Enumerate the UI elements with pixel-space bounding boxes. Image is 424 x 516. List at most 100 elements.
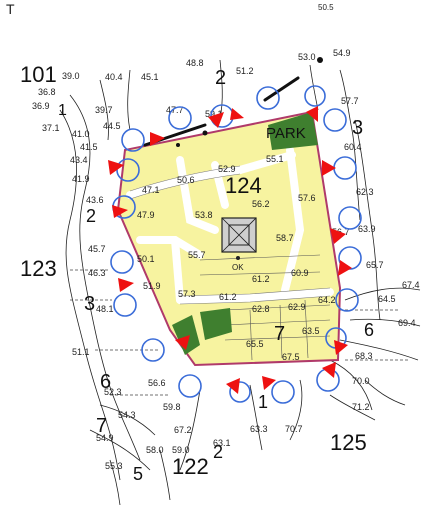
viewpoint-circle[interactable] (304, 85, 326, 107)
elevation-label: 60.9 (291, 268, 309, 278)
zone-label: 2 (86, 206, 96, 226)
elevation-label: 55.3 (105, 461, 123, 471)
arrow-marker (338, 260, 352, 276)
viewpoint-circle[interactable] (121, 128, 145, 152)
elevation-label: 59.8 (163, 402, 181, 412)
elevation-label: 61.2 (252, 274, 270, 284)
arrow-marker (262, 376, 276, 390)
elevation-label: 64.2 (318, 295, 336, 305)
elevation-label: 39.0 (62, 71, 80, 81)
elevation-label: 48.8 (186, 58, 204, 68)
viewpoint-circle[interactable] (271, 380, 295, 404)
zone-label: 101 (20, 62, 57, 87)
elevation-label: 45.7 (88, 244, 106, 254)
zone-label: 6 (364, 320, 374, 340)
arrow-marker (306, 106, 318, 122)
zone-label: 5 (133, 464, 143, 484)
road-outlines (129, 165, 331, 305)
elevation-label: 61.2 (219, 292, 237, 302)
viewpoint-circle[interactable] (335, 288, 359, 312)
viewpoint-circle[interactable] (256, 86, 280, 110)
elevation-label: 56.2 (252, 199, 270, 209)
zone-label: PARK (266, 125, 306, 142)
zone-label: 1 (58, 102, 67, 119)
elevation-label: 39.7 (95, 105, 113, 115)
zone-label: 2 (215, 67, 226, 89)
elevation-label: 58.7 (276, 233, 294, 243)
elevation-label: 43.4 (70, 155, 88, 165)
elevation-label: 41.9 (72, 174, 90, 184)
elevation-label: 51.2 (236, 66, 254, 76)
elevation-label: 65.7 (366, 260, 384, 270)
elevation-labels: 50.5 53.0 54.9 57.7 51.2 48.8 45.1 40.4 … (32, 3, 420, 471)
elevation-label: 59.1 (205, 109, 223, 119)
elevation-label: 48.1 (96, 304, 114, 314)
zone-label: 125 (330, 430, 367, 455)
road-dots (176, 57, 323, 147)
elevation-label: 69.4 (398, 318, 416, 328)
elevation-label: 60.4 (344, 142, 362, 152)
elevation-label: 63.5 (302, 326, 320, 336)
elevation-label: 67.2 (174, 425, 192, 435)
elevation-label: 64.5 (378, 294, 396, 304)
elevation-label: 54.3 (118, 410, 136, 420)
arrow-marker (118, 278, 134, 292)
elevation-label: 62.3 (356, 187, 374, 197)
internal-roads (126, 146, 334, 304)
elevation-label: 63.3 (250, 424, 268, 434)
viewpoint-circle[interactable] (229, 381, 251, 403)
arrow-marker (175, 335, 190, 350)
elevation-label: 51.1 (72, 347, 90, 357)
viewpoint-circle[interactable] (113, 293, 137, 317)
elevation-label: 65.5 (246, 339, 264, 349)
arrow-marker (322, 362, 336, 378)
elevation-label: 57.6 (298, 193, 316, 203)
elevation-label: 52.3 (104, 387, 122, 397)
elevation-label: 56.6 (148, 378, 166, 388)
arrow-marker (150, 132, 165, 146)
arrow-marker (334, 340, 348, 355)
elevation-label: 67.5 (282, 352, 300, 362)
zone-label: 2 (213, 442, 223, 462)
elevation-label: 51.9 (143, 281, 161, 291)
elevation-label: 50.6 (177, 175, 195, 185)
elevation-label: 67.4 (402, 280, 420, 290)
elevation-label: 40.4 (105, 72, 123, 82)
elevation-label: 70.0 (352, 376, 370, 386)
zone-label: 3 (352, 117, 363, 139)
zone-label: 122 (172, 454, 209, 479)
elevation-label: 41.0 (72, 129, 90, 139)
viewpoint-circle[interactable] (141, 338, 165, 362)
viewpoint-circle[interactable] (323, 108, 347, 132)
elevation-label: 47.9 (137, 210, 155, 220)
zone-label: 1 (258, 392, 268, 412)
elevation-label: 41.5 (80, 142, 98, 152)
zone-label: 7 (274, 323, 285, 345)
elevation-label: 45.1 (141, 72, 159, 82)
viewpoint-circle[interactable] (110, 250, 134, 274)
corner-mark: T (6, 1, 15, 17)
viewpoint-circle[interactable] (168, 106, 192, 130)
elevation-label: 50.1 (137, 254, 155, 264)
elevation-label: 36.8 (38, 87, 56, 97)
viewpoint-circle[interactable] (338, 206, 362, 230)
viewpoint-circle[interactable] (178, 374, 202, 398)
zone-label: 123 (20, 256, 57, 281)
elevation-label: 44.5 (103, 121, 121, 131)
elevation-label: 55.1 (266, 154, 284, 164)
viewpoint-circle[interactable] (333, 156, 357, 180)
elevation-label: 71.2 (352, 402, 370, 412)
elevation-label: 68.3 (355, 351, 373, 361)
elevation-label: 63.9 (358, 224, 376, 234)
arrow-marker (226, 378, 240, 394)
zone-labels: 101 2 3 123 3 6 7 5 2 122 1 125 6 124 7 … (20, 62, 374, 484)
view-arrows (108, 106, 352, 394)
elevation-label: 56.7 (332, 227, 350, 237)
elevation-label: 59.0 (172, 445, 190, 455)
elevation-label: 53.8 (195, 210, 213, 220)
elevation-label: 37.1 (42, 123, 60, 133)
zone-label: 6 (100, 371, 111, 393)
elevation-label: 47.7 (166, 105, 184, 115)
